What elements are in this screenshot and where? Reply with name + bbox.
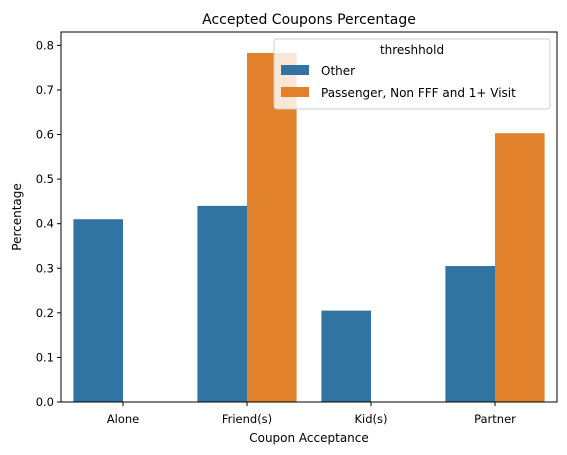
x-tick-label: Friend(s) (222, 412, 272, 426)
bar-other-partner (445, 266, 495, 402)
x-tick-label: Kid(s) (354, 412, 387, 426)
bar-other-alone (73, 219, 123, 402)
y-axis-label: Percentage (10, 183, 24, 251)
plot-frame (60, 31, 558, 403)
bars-group (73, 52, 545, 402)
legend-box (273, 38, 551, 110)
x-tick-label: Partner (474, 412, 516, 426)
y-axis-ticks: 0.0 0.1 0.2 0.3 0.4 0.5 0.6 0.7 0.8 (36, 38, 61, 409)
y-tick-label: 0.2 (36, 306, 54, 320)
x-tick-label: Alone (107, 412, 139, 426)
x-axis-label: Coupon Acceptance (249, 431, 369, 445)
legend-label-other: Other (321, 64, 355, 78)
y-tick-label: 0.3 (36, 261, 54, 275)
chart-title: Accepted Coupons Percentage (202, 12, 416, 28)
legend-label-passenger: Passenger, Non FFF and 1+ Visit (321, 86, 516, 100)
bar-passenger-non-fff-and-1-visit-friend-s (247, 52, 297, 402)
legend-swatch-other (281, 65, 309, 75)
legend-title: threshhold (380, 43, 444, 57)
bar-passenger-non-fff-and-1-visit-partner (495, 133, 545, 402)
bar-other-kid-s (321, 310, 371, 402)
y-tick-label: 0.0 (36, 395, 54, 409)
x-axis-ticks: Alone Friend(s) Kid(s) Partner (107, 402, 516, 426)
y-tick-label: 0.4 (36, 217, 54, 231)
y-tick-label: 0.7 (36, 83, 54, 97)
bar-other-friend-s (197, 205, 247, 402)
legend: threshhold Other Passenger, Non FFF and … (273, 38, 551, 110)
legend-swatch-passenger (281, 87, 309, 97)
y-tick-label: 0.6 (36, 128, 54, 142)
y-tick-label: 0.5 (36, 172, 54, 186)
y-tick-label: 0.8 (36, 38, 54, 52)
y-tick-label: 0.1 (36, 350, 54, 364)
